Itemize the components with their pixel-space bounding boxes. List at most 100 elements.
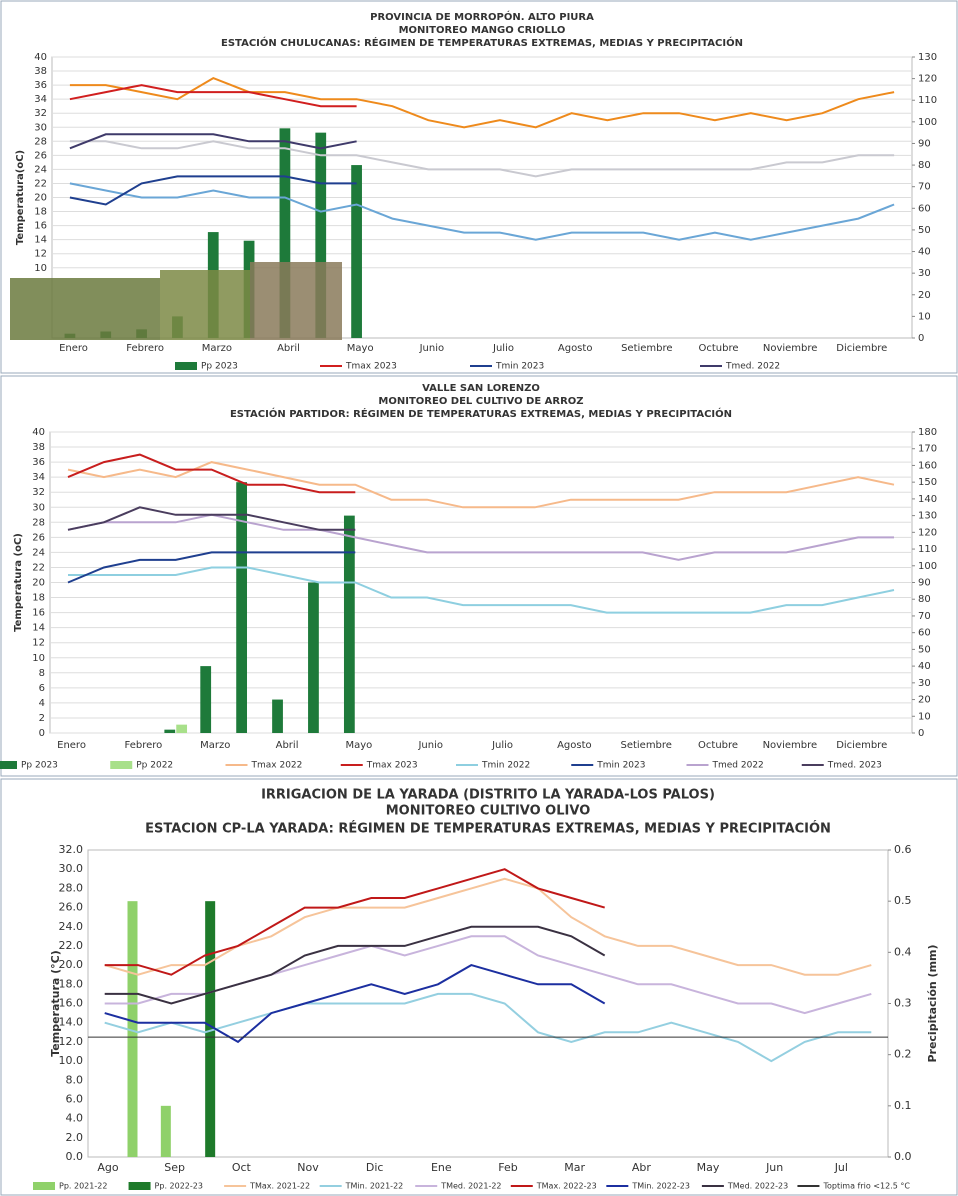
y-tick-label: 16 bbox=[32, 608, 45, 619]
x-tick-label: Diciembre bbox=[836, 740, 887, 751]
y-tick-label: 16 bbox=[34, 221, 47, 232]
y-tick-label: 30 bbox=[32, 502, 45, 513]
y-axis-title: Temperatura (°C) bbox=[49, 950, 62, 1057]
precip-bar bbox=[160, 1105, 171, 1157]
y-tick-label: 22.0 bbox=[59, 939, 84, 952]
x-tick-label: Ene bbox=[431, 1161, 452, 1174]
temp-line bbox=[69, 182, 895, 241]
precip-bar bbox=[176, 724, 188, 733]
temp-line bbox=[67, 513, 894, 561]
legend-swatch bbox=[110, 761, 133, 769]
y2-tick-label: 20 bbox=[918, 695, 931, 706]
y2-tick-label: 130 bbox=[918, 52, 937, 63]
x-tick-label: Mar bbox=[564, 1161, 585, 1174]
y-tick-label: 8 bbox=[39, 668, 45, 679]
temp-line bbox=[67, 506, 356, 531]
y-tick-label: 6.0 bbox=[66, 1092, 84, 1105]
chart-title: ESTACION CP-LA YARADA: RÉGIMEN DE TEMPER… bbox=[145, 821, 831, 837]
y2-tick-label: 50 bbox=[918, 225, 931, 236]
y-tick-label: 32 bbox=[32, 487, 45, 498]
x-tick-label: Noviembre bbox=[763, 740, 818, 751]
precip-bar bbox=[279, 128, 291, 338]
y2-tick-label: 30 bbox=[918, 678, 931, 689]
y-tick-label: 24 bbox=[34, 164, 47, 175]
y-tick-label: 22 bbox=[34, 178, 47, 189]
photo bbox=[250, 262, 342, 340]
y-tick-label: 38 bbox=[34, 66, 47, 77]
x-tick-label: Sep bbox=[164, 1161, 185, 1174]
temp-line bbox=[69, 84, 357, 108]
y-tick-label: 22 bbox=[32, 562, 45, 573]
temp-line bbox=[104, 877, 872, 976]
y-tick-label: 38 bbox=[32, 442, 45, 453]
temp-line bbox=[69, 76, 895, 129]
y2-tick-label: 0.1 bbox=[894, 1099, 912, 1112]
y-tick-label: 0 bbox=[39, 728, 45, 739]
y-tick-label: 28 bbox=[34, 136, 47, 147]
x-tick-label: Junio bbox=[419, 343, 445, 354]
legend-label: Tmin 2023 bbox=[596, 761, 645, 771]
photo bbox=[10, 278, 160, 340]
temp-line bbox=[67, 461, 895, 509]
y2-tick-label: 130 bbox=[918, 511, 937, 522]
y2-tick-label: 0.6 bbox=[894, 843, 912, 856]
temp-line bbox=[104, 964, 606, 1044]
precip-bar bbox=[308, 582, 319, 733]
legend-label: TMin. 2022-23 bbox=[631, 1182, 690, 1191]
y2-axis-title: Precipitación (mm) bbox=[926, 944, 939, 1062]
x-tick-label: Jun bbox=[765, 1161, 783, 1174]
x-tick-label: Octubre bbox=[698, 343, 738, 354]
precip-bar bbox=[164, 729, 176, 733]
y2-tick-label: 0.2 bbox=[894, 1048, 912, 1061]
legend-swatch bbox=[128, 1182, 151, 1190]
y-axis-title: Temperatura(oC) bbox=[15, 150, 26, 245]
y-tick-label: 12 bbox=[34, 249, 47, 260]
chart-title: MONITOREO CULTIVO OLIVO bbox=[386, 804, 591, 819]
precip-bar bbox=[315, 132, 327, 338]
y-tick-label: 36 bbox=[32, 457, 45, 468]
x-tick-label: Oct bbox=[232, 1161, 252, 1174]
legend-label: TMax. 2021-22 bbox=[249, 1182, 310, 1191]
y2-tick-label: 170 bbox=[918, 444, 937, 455]
y-tick-label: 30.0 bbox=[59, 862, 84, 875]
x-tick-label: Feb bbox=[498, 1161, 517, 1174]
y2-tick-label: 120 bbox=[918, 527, 937, 538]
x-tick-label: Mayo bbox=[345, 740, 372, 751]
precip-bar bbox=[351, 165, 362, 338]
y2-tick-label: 110 bbox=[918, 95, 937, 106]
y-tick-label: 34 bbox=[34, 94, 47, 105]
y-tick-label: 20.0 bbox=[59, 958, 84, 971]
temp-line bbox=[67, 551, 356, 584]
y2-tick-label: 50 bbox=[918, 644, 931, 655]
chart-title: MONITOREO MANGO CRIOLLO bbox=[399, 25, 566, 36]
chart-title: ESTACIÓN CHULUCANAS: RÉGIMEN DE TEMPERAT… bbox=[221, 36, 743, 49]
y2-tick-label: 30 bbox=[918, 268, 931, 279]
y2-tick-label: 0 bbox=[918, 333, 924, 344]
y-tick-label: 12 bbox=[32, 638, 45, 649]
y2-tick-label: 90 bbox=[918, 138, 931, 149]
y2-tick-label: 180 bbox=[918, 427, 937, 438]
y-tick-label: 14 bbox=[34, 235, 47, 246]
x-tick-label: Mayo bbox=[347, 343, 374, 354]
precip-bar bbox=[200, 666, 212, 733]
x-tick-label: May bbox=[697, 1161, 720, 1174]
temp-line bbox=[68, 566, 895, 614]
y-tick-label: 36 bbox=[34, 80, 47, 91]
legend-label: TMin. 2021-22 bbox=[345, 1182, 404, 1191]
y2-tick-label: 0.3 bbox=[894, 997, 912, 1010]
y-tick-label: 32.0 bbox=[59, 843, 84, 856]
y-tick-label: 32 bbox=[34, 108, 47, 119]
y2-tick-label: 100 bbox=[918, 561, 937, 572]
y-tick-label: 2 bbox=[39, 713, 45, 724]
chart-title: ESTACIÓN PARTIDOR: RÉGIMEN DE TEMPERATUR… bbox=[230, 407, 732, 420]
x-tick-label: Enero bbox=[59, 343, 88, 354]
y-tick-label: 40 bbox=[32, 427, 45, 438]
y2-tick-label: 70 bbox=[918, 611, 931, 622]
y2-tick-label: 160 bbox=[918, 460, 937, 471]
y2-tick-label: 140 bbox=[918, 494, 937, 505]
temp-line bbox=[104, 925, 606, 1005]
y-tick-label: 26.0 bbox=[59, 901, 84, 914]
y2-tick-label: 10 bbox=[918, 711, 931, 722]
